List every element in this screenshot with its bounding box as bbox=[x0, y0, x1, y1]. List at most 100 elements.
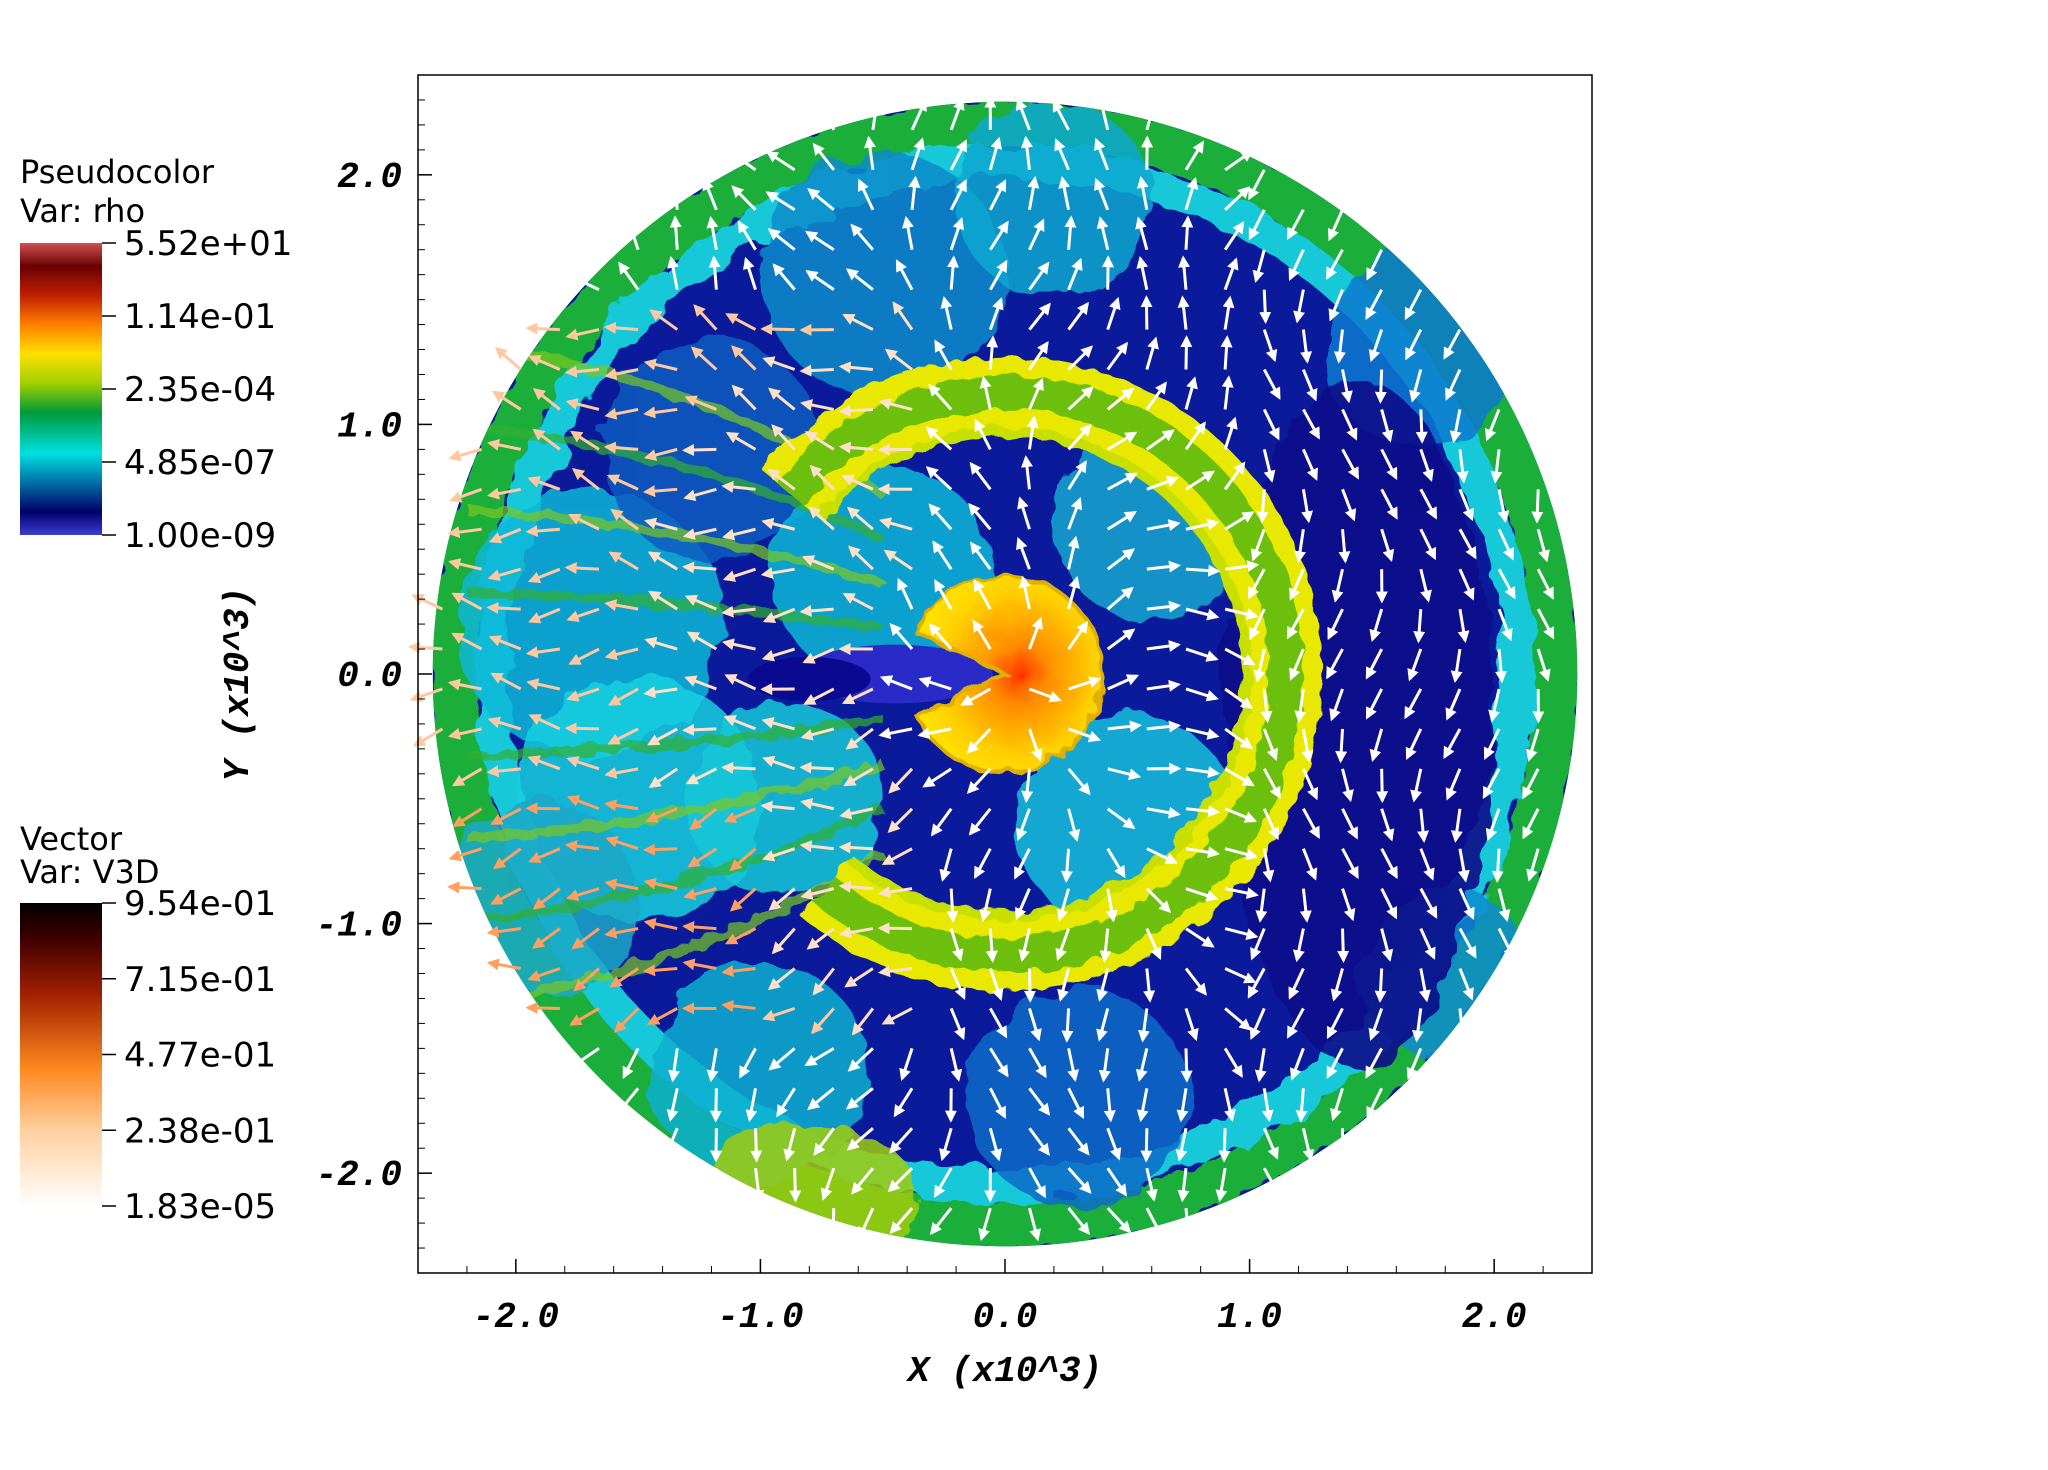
velocity-arrow bbox=[1289, 648, 1305, 681]
colorbar-tick-label: 1.14e-01 bbox=[124, 297, 276, 337]
velocity-arrow bbox=[1262, 768, 1281, 800]
velocity-arrow bbox=[565, 398, 600, 411]
velocity-arrow bbox=[604, 878, 639, 891]
velocity-arrow bbox=[946, 255, 959, 290]
velocity-arrow bbox=[1028, 340, 1049, 371]
velocity-arrow bbox=[767, 228, 796, 251]
velocity-arrow bbox=[1331, 568, 1344, 603]
velocity-arrow bbox=[643, 877, 678, 891]
y-axis-label: Y (x10^3) bbox=[218, 587, 259, 781]
velocity-arrow bbox=[845, 727, 874, 750]
velocity-arrow bbox=[841, 687, 874, 705]
velocity-arrow bbox=[745, 1088, 758, 1123]
velocity-arrow bbox=[1254, 1048, 1267, 1083]
velocity-arrow bbox=[1018, 575, 1031, 610]
velocity-arrow bbox=[1536, 648, 1551, 682]
velocity-arrow bbox=[1497, 568, 1516, 600]
colorbar-tick-label: 1.00e-09 bbox=[124, 516, 276, 556]
velocity-arrow bbox=[1458, 568, 1475, 601]
velocity-arrow bbox=[889, 1127, 914, 1154]
velocity-arrow bbox=[1522, 768, 1540, 800]
velocity-arrow bbox=[447, 678, 482, 691]
velocity-arrow bbox=[1330, 1087, 1344, 1122]
y-tick-label: 0.0 bbox=[337, 656, 402, 697]
velocity-arrow bbox=[648, 590, 679, 611]
velocity-arrow bbox=[761, 647, 796, 662]
velocity-arrow bbox=[803, 687, 835, 705]
velocity-arrow bbox=[899, 1047, 914, 1082]
velocity-arrow bbox=[1301, 728, 1314, 763]
velocity-arrow bbox=[811, 1007, 835, 1035]
velocity-arrow bbox=[491, 390, 522, 411]
velocity-arrow bbox=[1218, 1128, 1231, 1163]
velocity-arrow bbox=[527, 567, 561, 584]
velocity-arrow bbox=[1185, 846, 1220, 859]
velocity-arrow bbox=[1445, 688, 1462, 721]
velocity-arrow bbox=[1224, 560, 1260, 573]
velocity-arrow bbox=[1224, 1007, 1252, 1031]
velocity-arrow bbox=[768, 887, 796, 911]
velocity-arrow bbox=[949, 139, 968, 171]
velocity-arrow bbox=[1057, 968, 1071, 1002]
velocity-arrow bbox=[683, 487, 717, 502]
velocity-arrow bbox=[722, 567, 756, 582]
velocity-arrow bbox=[1341, 808, 1359, 840]
velocity-arrow bbox=[1327, 608, 1344, 641]
velocity-arrow bbox=[1449, 409, 1462, 444]
velocity-arrow bbox=[1185, 687, 1219, 702]
velocity-arrow bbox=[846, 506, 874, 531]
velocity-arrow bbox=[1145, 887, 1172, 914]
turbulent-patch bbox=[760, 152, 1005, 397]
velocity-arrow bbox=[1341, 369, 1353, 404]
velocity-arrow bbox=[1224, 887, 1259, 899]
velocity-arrow bbox=[1497, 528, 1514, 561]
velocity-arrow bbox=[1458, 888, 1475, 921]
velocity-arrow bbox=[570, 1047, 600, 1068]
velocity-arrow bbox=[776, 1087, 796, 1118]
velocity-arrow bbox=[1249, 1007, 1266, 1040]
velocity-arrow bbox=[1094, 137, 1110, 171]
velocity-arrow bbox=[1185, 887, 1219, 902]
velocity-arrow bbox=[889, 623, 914, 651]
velocity-arrow bbox=[1067, 345, 1094, 371]
velocity-arrow bbox=[762, 607, 796, 624]
velocity-arrow bbox=[1294, 688, 1307, 724]
velocity-arrow bbox=[449, 487, 483, 503]
velocity-arrow bbox=[486, 925, 521, 938]
velocity-arrow bbox=[687, 847, 718, 868]
velocity-arrow bbox=[1445, 768, 1462, 801]
y-tick-label: 2.0 bbox=[337, 157, 402, 198]
velocity-arrow bbox=[643, 918, 678, 931]
x-tick-label: 1.0 bbox=[1217, 1297, 1282, 1338]
velocity-arrow bbox=[1497, 888, 1511, 922]
velocity-arrow bbox=[949, 928, 964, 962]
velocity-arrow bbox=[721, 1000, 756, 1012]
velocity-arrow bbox=[1107, 720, 1142, 733]
velocity-arrow bbox=[974, 418, 992, 451]
velocity-arrow bbox=[1106, 387, 1135, 411]
velocity-vectors bbox=[408, 95, 1555, 1283]
velocity-arrow bbox=[1450, 808, 1463, 843]
velocity-arrow bbox=[1328, 289, 1344, 322]
velocity-arrow bbox=[968, 807, 992, 836]
velocity-arrow bbox=[1106, 431, 1138, 451]
velocity-arrow bbox=[966, 727, 992, 754]
velocity-arrow bbox=[806, 927, 835, 950]
velocity-arrow bbox=[1028, 1167, 1047, 1199]
velocity-arrow bbox=[487, 438, 522, 451]
velocity-arrow bbox=[1067, 575, 1081, 610]
velocity-arrow bbox=[1302, 448, 1318, 481]
velocity-arrow bbox=[800, 399, 835, 411]
velocity-arrow bbox=[841, 474, 874, 491]
velocity-arrow bbox=[1302, 808, 1321, 839]
velocity-arrow bbox=[1299, 888, 1312, 923]
velocity-arrow bbox=[1326, 1007, 1344, 1040]
velocity-arrow bbox=[609, 967, 639, 988]
velocity-arrow bbox=[1184, 1007, 1199, 1042]
velocity-arrow bbox=[729, 887, 757, 912]
velocity-arrow bbox=[566, 887, 600, 901]
velocity-arrow bbox=[486, 487, 522, 500]
velocity-arrow bbox=[1184, 376, 1198, 410]
velocity-arrow bbox=[1248, 169, 1266, 201]
velocity-arrow bbox=[1405, 728, 1423, 761]
